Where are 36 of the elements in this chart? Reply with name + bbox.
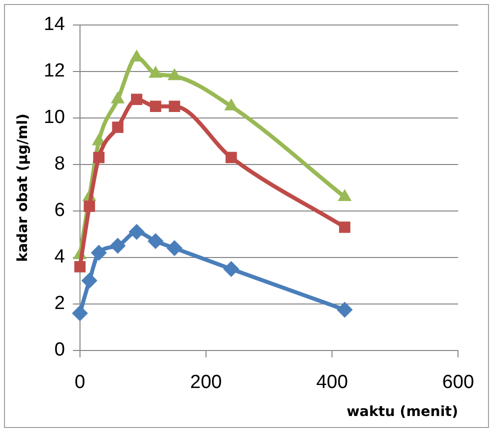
point (93, 152, 104, 164)
x-tick-label: 0 (74, 372, 86, 394)
point (336, 302, 353, 318)
y-tick-label: 2 (54, 293, 65, 314)
y-tick-label: 6 (54, 200, 65, 222)
point (74, 261, 86, 272)
point (110, 238, 126, 254)
point (84, 200, 96, 212)
point (112, 122, 124, 133)
y-axis-title: kadar obat (µg/ml) (15, 114, 32, 262)
x-tick-label: 200 (190, 372, 222, 394)
point (166, 240, 182, 256)
y-tick-label: 8 (54, 154, 65, 175)
point (168, 100, 180, 112)
point (131, 94, 142, 106)
point (110, 91, 125, 104)
y-tick-label: 4 (54, 246, 66, 268)
y-tick-label: 14 (44, 14, 66, 36)
point (90, 244, 107, 261)
point (148, 233, 164, 250)
point (339, 222, 350, 233)
point (128, 224, 145, 240)
point (226, 152, 237, 164)
point (72, 305, 88, 322)
y-tick-label: 12 (44, 60, 65, 82)
point (168, 68, 182, 80)
point (148, 66, 163, 78)
x-tick-label: 400 (316, 372, 348, 394)
point (223, 261, 240, 278)
point (224, 98, 238, 110)
point (81, 272, 98, 289)
x-tick-label: 600 (442, 372, 474, 394)
point (150, 100, 162, 112)
x-axis-title: waktu (menit) (346, 404, 458, 420)
y-tick-label: 10 (44, 107, 65, 128)
y-tick-label: 0 (54, 340, 65, 361)
